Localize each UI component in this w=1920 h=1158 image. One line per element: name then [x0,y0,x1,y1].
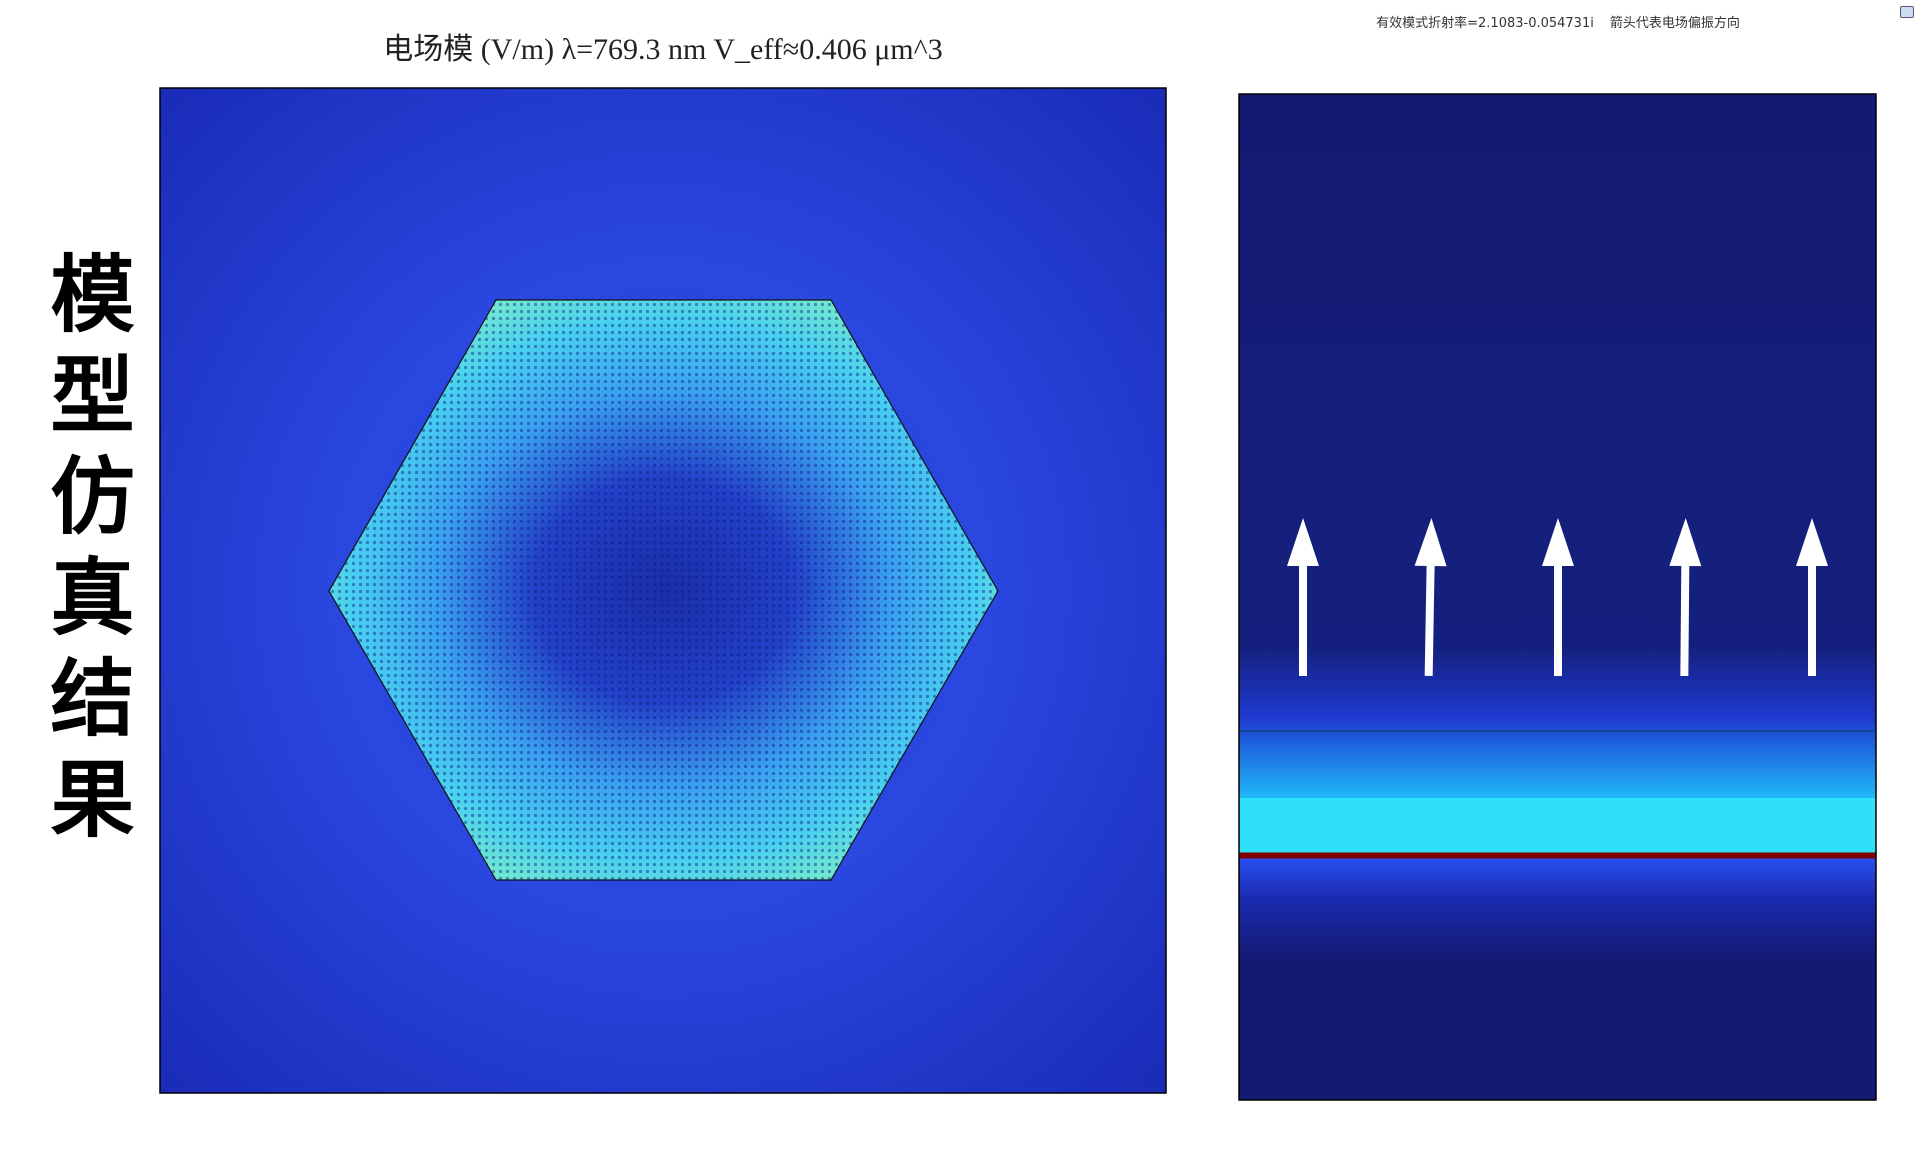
polarization-arrows [1287,518,1828,677]
mode-index: 有效模式折射率=2.1083-0.054731i [1376,16,1594,31]
window-icon[interactable] [1900,6,1914,18]
arrow-note: 箭头代表电场偏振方向 [1609,16,1740,31]
side-label: 模型仿真结果 [37,250,135,856]
field-map [159,87,1167,1094]
cross-section [1238,93,1877,1101]
figure-title: 电场模 (V/m) λ=769.3 nm V_eff≈0.406 μm^3 [383,33,943,66]
info-bar: 有效模式折射率=2.1083-0.054731i 箭头代表电场偏振方向 [1240,12,1876,31]
